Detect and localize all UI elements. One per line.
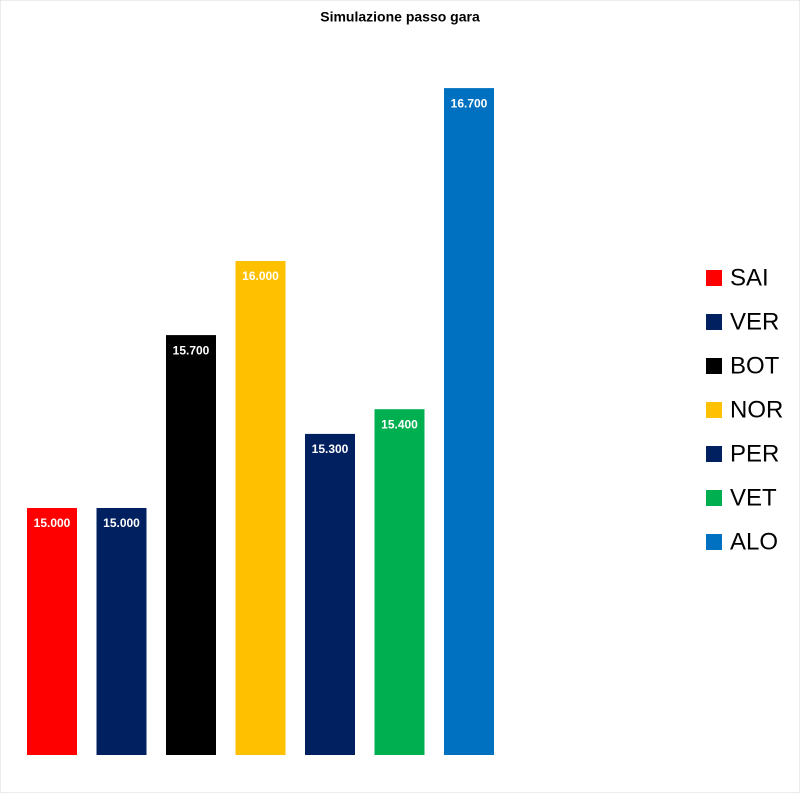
chart-title: Simulazione passo gara: [320, 9, 480, 25]
legend-label: VER: [730, 308, 779, 335]
bar: [305, 433, 355, 755]
legend-swatch: [706, 314, 722, 330]
data-label: 16.000: [242, 269, 279, 283]
bar: [96, 508, 147, 755]
legend-swatch: [706, 446, 722, 462]
data-label: 16.700: [451, 96, 488, 110]
data-label: 15.000: [103, 516, 140, 530]
legend-label: PER: [730, 440, 779, 467]
legend-label: BOT: [730, 352, 780, 379]
bar: [166, 335, 216, 755]
data-label: 15.300: [312, 442, 349, 456]
legend-label: NOR: [730, 396, 783, 423]
bar: [27, 508, 77, 755]
data-label: 15.700: [173, 343, 210, 357]
legend-swatch: [706, 534, 722, 550]
data-label: 15.400: [381, 417, 418, 431]
legend-label: SAI: [730, 264, 769, 291]
legend-label: ALO: [730, 528, 778, 555]
bar: [444, 88, 494, 756]
legend-swatch: [706, 358, 722, 374]
legend-swatch: [706, 402, 722, 418]
bar: [374, 409, 425, 755]
legend-swatch: [706, 270, 722, 286]
bar: [235, 261, 286, 755]
data-label: 15.000: [34, 516, 71, 530]
legend-swatch: [706, 490, 722, 506]
legend-label: VET: [730, 484, 777, 511]
